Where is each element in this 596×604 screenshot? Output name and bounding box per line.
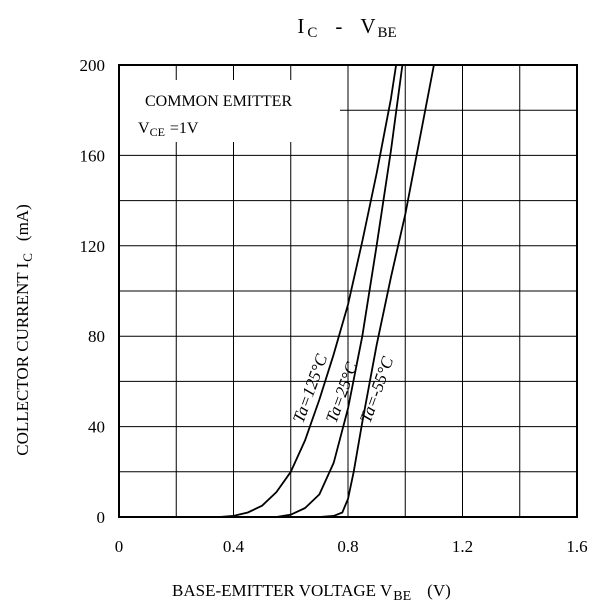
series-line-0: [119, 64, 397, 518]
y-tick-label: 0: [97, 508, 106, 527]
grid: [119, 65, 577, 517]
plot-frame: [118, 64, 578, 518]
y-tick-label: 200: [80, 56, 106, 75]
x-tick-label: 1.6: [566, 537, 587, 556]
x-axis-label: BASE-EMITTER VOLTAGE VBE (V): [172, 581, 451, 604]
y-tick-label: 80: [88, 327, 105, 346]
x-tick-label: 0.8: [337, 537, 358, 556]
tick-labels: 0 0.4 0.8 1.2 1.6 0 40 80 120 160 200: [80, 56, 588, 556]
annotation-line-2: VCE =1V: [138, 120, 199, 139]
series-line-1: [119, 64, 404, 518]
chart-title: I C - V BE: [297, 14, 396, 41]
x-tick-label: 1.2: [452, 537, 473, 556]
y-axis-label: COLLECTOR CURRENT IC(mA): [13, 204, 35, 456]
x-tick-label: 0: [115, 537, 124, 556]
y-tick-label: 160: [80, 146, 106, 165]
x-tick-label: 0.4: [223, 537, 245, 556]
y-tick-label: 120: [80, 237, 106, 256]
y-tick-label: 40: [88, 418, 105, 437]
series-label-minus55: Ta=-55°C: [356, 354, 398, 426]
annotation-line-1: COMMON EMITTER: [145, 93, 292, 110]
annotation-background: [119, 80, 340, 142]
series-label-25: Ta=25°C: [322, 359, 362, 425]
